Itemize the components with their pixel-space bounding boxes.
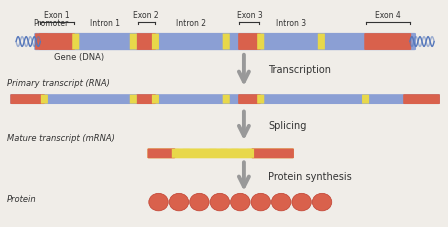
Text: Mature transcript (mRNA): Mature transcript (mRNA) <box>7 134 115 143</box>
Text: Exon 1: Exon 1 <box>44 11 70 20</box>
FancyBboxPatch shape <box>41 95 48 104</box>
Ellipse shape <box>292 193 311 211</box>
FancyBboxPatch shape <box>39 33 75 50</box>
FancyBboxPatch shape <box>364 33 411 50</box>
FancyBboxPatch shape <box>152 34 159 49</box>
FancyBboxPatch shape <box>318 34 325 49</box>
FancyBboxPatch shape <box>257 34 264 49</box>
Ellipse shape <box>312 193 332 211</box>
Text: Protein synthesis: Protein synthesis <box>268 172 352 182</box>
FancyBboxPatch shape <box>220 149 228 158</box>
FancyBboxPatch shape <box>35 33 48 50</box>
Text: Intron 2: Intron 2 <box>176 19 206 28</box>
FancyBboxPatch shape <box>247 149 254 158</box>
FancyBboxPatch shape <box>34 33 416 50</box>
FancyBboxPatch shape <box>147 148 175 158</box>
Ellipse shape <box>210 193 229 211</box>
Text: Transcription: Transcription <box>268 65 331 75</box>
FancyBboxPatch shape <box>209 149 216 158</box>
Text: Exon 4: Exon 4 <box>375 11 401 20</box>
Ellipse shape <box>169 193 189 211</box>
Text: Exon 2: Exon 2 <box>134 11 159 20</box>
FancyBboxPatch shape <box>223 34 230 49</box>
Ellipse shape <box>271 193 291 211</box>
Ellipse shape <box>251 193 271 211</box>
FancyBboxPatch shape <box>136 94 156 104</box>
Text: Protein: Protein <box>7 195 37 204</box>
Text: Exon 3: Exon 3 <box>237 11 263 20</box>
Text: Splicing: Splicing <box>268 121 306 131</box>
Ellipse shape <box>231 193 250 211</box>
FancyBboxPatch shape <box>172 149 179 158</box>
FancyBboxPatch shape <box>403 94 440 104</box>
FancyBboxPatch shape <box>152 95 159 104</box>
FancyBboxPatch shape <box>10 94 45 104</box>
FancyBboxPatch shape <box>130 95 137 104</box>
FancyBboxPatch shape <box>183 149 190 158</box>
FancyBboxPatch shape <box>72 34 79 49</box>
Text: Primary transcript (RNA): Primary transcript (RNA) <box>7 79 110 88</box>
FancyBboxPatch shape <box>362 95 369 104</box>
Ellipse shape <box>149 193 168 211</box>
Text: Gene (DNA): Gene (DNA) <box>54 53 104 62</box>
Text: Promoter: Promoter <box>34 19 69 28</box>
Ellipse shape <box>190 193 209 211</box>
Text: Intron 1: Intron 1 <box>90 19 120 28</box>
FancyBboxPatch shape <box>147 148 294 158</box>
FancyBboxPatch shape <box>130 34 137 49</box>
FancyBboxPatch shape <box>223 95 230 104</box>
Text: Intron 3: Intron 3 <box>276 19 306 28</box>
FancyBboxPatch shape <box>238 33 261 50</box>
FancyBboxPatch shape <box>232 149 239 158</box>
FancyBboxPatch shape <box>136 33 156 50</box>
FancyBboxPatch shape <box>251 148 294 158</box>
FancyBboxPatch shape <box>257 95 264 104</box>
FancyBboxPatch shape <box>238 94 261 104</box>
FancyBboxPatch shape <box>10 94 440 104</box>
